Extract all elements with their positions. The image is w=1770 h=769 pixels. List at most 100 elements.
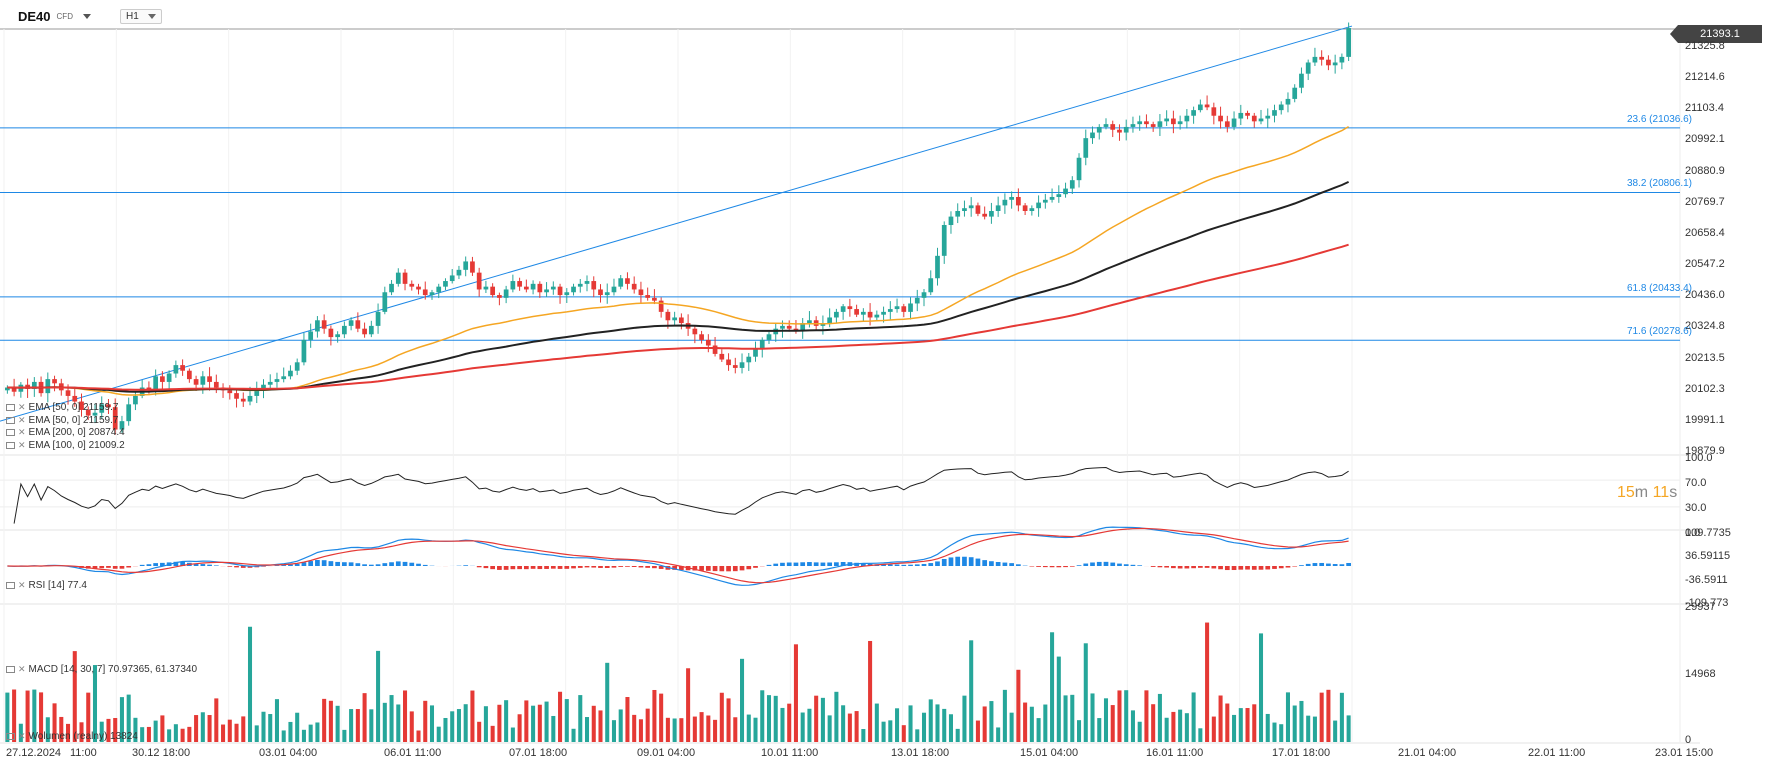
candle-body: [995, 205, 1001, 211]
candle-body: [840, 306, 846, 312]
close-icon[interactable]: ✕: [18, 580, 26, 590]
macd-bar: [1009, 563, 1014, 566]
macd-bar: [611, 566, 617, 568]
close-icon[interactable]: ✕: [18, 402, 26, 412]
candle-body: [571, 286, 576, 293]
candle-body: [517, 281, 522, 287]
candle-body: [254, 390, 260, 396]
candle-body: [382, 292, 388, 312]
candle-body: [881, 311, 886, 315]
timeframe-selector[interactable]: H1: [120, 9, 162, 24]
candle-body: [173, 365, 179, 374]
fibonacci-label: 71.6 (20278.6): [1626, 326, 1692, 338]
volume-bar: [1319, 692, 1324, 742]
volume-bar: [409, 711, 414, 742]
volume-bar: [584, 717, 590, 742]
candle-body: [1042, 199, 1048, 203]
axis-tick: 30.0: [1685, 502, 1707, 514]
fibonacci-label: 38.2 (20806.1): [1626, 178, 1692, 190]
candle-body: [1218, 115, 1223, 122]
volume-bar: [295, 712, 300, 742]
volume-bar: [322, 698, 327, 742]
candle-body: [166, 373, 172, 382]
macd-bar: [207, 564, 212, 566]
macd-bar: [1049, 566, 1055, 568]
macd-bar: [813, 562, 819, 566]
macd-bar: [712, 566, 718, 572]
volume-bar: [753, 717, 758, 742]
candle-body: [631, 283, 637, 290]
volume-bar: [247, 626, 253, 742]
close-icon[interactable]: ✕: [18, 439, 26, 450]
candle-body: [604, 292, 610, 296]
volume-bar: [793, 644, 798, 742]
candle-body: [625, 278, 630, 284]
settings-icon[interactable]: [6, 429, 15, 436]
settings-icon[interactable]: [6, 441, 15, 449]
volume-bar: [1279, 724, 1284, 742]
candle-body: [449, 275, 455, 282]
close-icon[interactable]: ✕: [18, 427, 26, 437]
volume-bar: [1117, 690, 1122, 742]
volume-bar: [436, 726, 441, 742]
volume-bar: [12, 689, 17, 742]
macd-bar: [571, 566, 576, 569]
signal-line: [7, 527, 1349, 584]
settings-icon[interactable]: [6, 404, 15, 411]
price-tick: 21214.6: [1685, 71, 1725, 84]
settings-icon[interactable]: [6, 416, 15, 424]
volume-bar: [25, 690, 30, 742]
volume-bar: [113, 717, 118, 742]
macd-bar: [119, 566, 125, 569]
price-tick: 20213.5: [1685, 351, 1725, 364]
ema-legend-text: EMA [50, 0] 21159.7: [28, 402, 119, 413]
candle-body: [510, 281, 516, 290]
candle-body: [652, 297, 657, 301]
settings-icon[interactable]: [6, 733, 15, 740]
volume-bar: [241, 716, 246, 742]
macd-histogram: [11, 556, 1351, 572]
close-icon[interactable]: ✕: [18, 731, 26, 741]
settings-icon[interactable]: [6, 582, 15, 589]
volume-bar: [463, 704, 468, 742]
candle-body: [887, 309, 893, 312]
volume-bar: [268, 714, 273, 742]
close-icon[interactable]: ✕: [18, 664, 26, 674]
candle-body: [1123, 126, 1129, 133]
symbol-selector[interactable]: DE40 CFD: [18, 9, 91, 24]
candle-body: [726, 359, 731, 366]
volume-bar: [578, 695, 583, 742]
volume-bar: [1265, 713, 1270, 742]
macd-bar: [1245, 566, 1250, 570]
candle-body: [1029, 208, 1035, 211]
candle-body: [234, 393, 239, 399]
volume-bar: [652, 689, 657, 742]
volume-bar: [1191, 692, 1196, 742]
volume-bar: [281, 730, 286, 742]
symbol-type: CFD: [56, 12, 73, 21]
volume-bar: [800, 712, 805, 742]
close-icon[interactable]: ✕: [18, 414, 26, 425]
candle-body: [1251, 115, 1257, 122]
time-tick: 16.01 11:00: [1146, 747, 1204, 759]
axis-tick: 100.0: [1685, 452, 1713, 464]
candle-body: [1184, 115, 1190, 122]
volume-bar: [1225, 703, 1230, 742]
macd-bar: [834, 562, 839, 566]
volume-bar: [1312, 716, 1317, 742]
candle-body: [638, 289, 644, 296]
volume-bar: [740, 658, 745, 742]
macd-bar: [901, 564, 907, 566]
macd-bar: [348, 562, 354, 566]
time-tick: 06.01 11:00: [384, 747, 442, 759]
axis-tick: -109.773: [1685, 597, 1729, 609]
candle-body: [1150, 124, 1156, 127]
macd-bar: [786, 562, 792, 566]
volume-bar: [901, 725, 906, 742]
settings-icon[interactable]: [6, 666, 15, 673]
macd-bar: [1103, 561, 1109, 566]
macd-bar: [914, 564, 920, 566]
volume-bar: [632, 714, 637, 742]
macd-bar: [1123, 564, 1129, 566]
